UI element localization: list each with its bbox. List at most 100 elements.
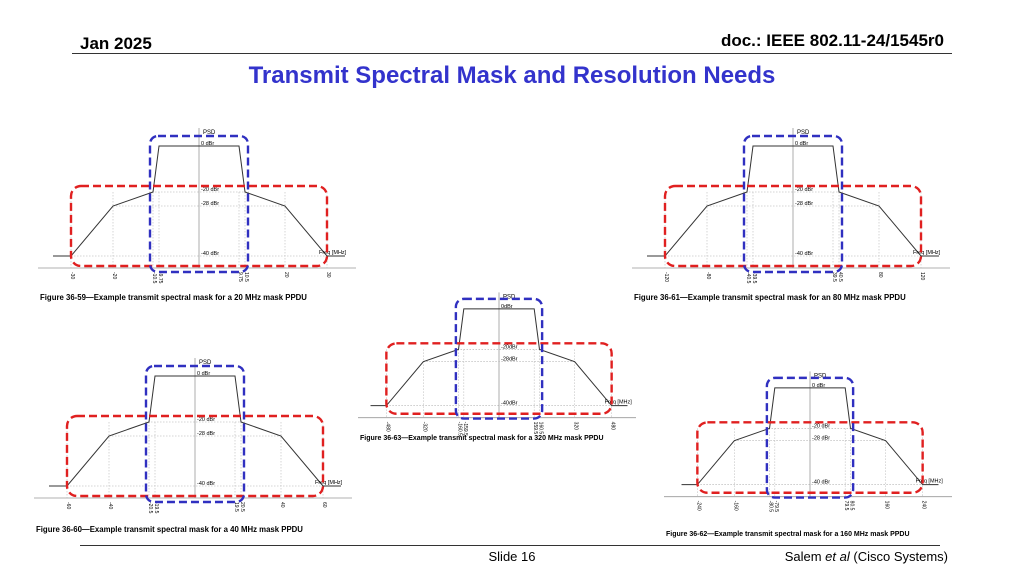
tick-label: 79.5 (843, 501, 849, 511)
level-label: -28dBr (501, 357, 518, 363)
freq-label: Freq [MHz] (913, 250, 941, 256)
tick-label: 30 (325, 272, 331, 278)
level-label: -40dBr (501, 401, 518, 407)
figure-160mhz: PSD 0 dBr -20 dBr -28 dBr -40 dBr Freq [MHz] -… (664, 371, 952, 538)
tick-label: -480 (384, 422, 390, 432)
tick-label: 159.5 (532, 422, 538, 435)
figure-caption: Figure 36-63—Example transmit spectral m… (360, 435, 604, 442)
tick-label: 240 (921, 501, 927, 510)
red-dashed-box (65, 414, 325, 498)
level-label: -20 dBr (795, 187, 813, 193)
level-label: -40 dBr (795, 251, 813, 257)
blue-dashed-box (454, 297, 544, 420)
figure-caption: Figure 36-59—Example transmit spectral m… (40, 293, 307, 302)
tick-label: 480 (610, 422, 616, 431)
tick-label: 80.5 (848, 501, 854, 511)
tick-label: -9.75 (157, 272, 163, 284)
tick-label: 20.5 (239, 502, 245, 512)
blue-dashed-box (742, 134, 844, 274)
tick-label: -160 (732, 501, 738, 511)
figure-caption: Figure 36-62—Example transmit spectral m… (666, 531, 910, 538)
level-label: -40 dBr (812, 480, 830, 486)
psd-label: PSD (814, 373, 827, 379)
level-label: 0 dBr (201, 141, 214, 147)
level-label: -20 dBr (812, 423, 830, 429)
level-label: -40 dBr (201, 251, 219, 257)
header-doc-id: doc.: IEEE 802.11-24/1545r0 (720, 31, 944, 50)
psd-label: PSD (199, 360, 212, 366)
tick-label: -160.5 (457, 422, 463, 436)
tick-label: -10.5 (151, 272, 157, 284)
tick-label: -39.5 (751, 272, 757, 284)
tick-label: 20 (283, 272, 289, 278)
tick-label: 160 (884, 501, 890, 510)
tick-label: 320 (573, 422, 579, 431)
figure-40mhz: PSD 0 dBr -20 dBr -28 dBr -40 dBr Freq [MHz] -… (34, 358, 352, 534)
figure-80mhz: PSD 0 dBr -20 dBr -28 dBr -40 dBr Freq [MHz] -… (632, 128, 950, 302)
slide-title: Transmit Spectral Mask and Resolution Ne… (248, 62, 776, 89)
level-label: -28 dBr (201, 201, 219, 207)
tick-label: -159.5 (462, 422, 468, 436)
freq-label: Freq [MHz] (605, 400, 633, 406)
tick-label: -19.5 (153, 502, 159, 514)
tick-label: 120 (919, 272, 925, 281)
tick-label: -240 (695, 501, 701, 511)
level-label: -20 dBr (201, 187, 219, 193)
red-dashed-box (663, 184, 923, 268)
tick-label: 60 (321, 502, 327, 508)
footer-slide-number: Slide 16 (488, 549, 536, 564)
freq-label: Freq [MHz] (916, 479, 944, 485)
level-label: -40 dBr (197, 481, 215, 487)
level-label: -28 dBr (197, 431, 215, 437)
tick-label: -320 (421, 422, 427, 432)
tick-label: -20.5 (147, 502, 153, 514)
mask-line (53, 145, 345, 257)
blue-dashed-box (765, 376, 855, 499)
red-dashed-box (385, 342, 613, 415)
level-label: 0 dBr (197, 371, 210, 377)
level-label: -28 dBr (812, 436, 830, 442)
psd-label: PSD (797, 130, 810, 136)
tick-label: -20 (111, 272, 117, 279)
tick-label: 40.5 (837, 272, 843, 282)
level-label: 0 dBr (795, 141, 808, 147)
tick-label: -79.5 (773, 501, 779, 513)
tick-label: -80.5 (768, 501, 774, 513)
figure-20mhz: PSD 0 dBr -20 dBr -28 dBr -40 dBr Freq [MHz] -… (38, 128, 356, 302)
mask-line (370, 308, 628, 407)
tick-label: 10.5 (243, 272, 249, 282)
tick-label: -120 (663, 272, 669, 282)
tick-label: 40 (279, 502, 285, 508)
freq-label: Freq [MHz] (319, 250, 347, 256)
tick-label: 160.5 (537, 422, 543, 435)
footer-author-etal: et al (825, 549, 850, 564)
mask-line (49, 375, 341, 487)
footer-rule (80, 545, 940, 546)
blue-dashed-box (144, 364, 246, 504)
footer-author: Salem et al (Cisco Systems) (785, 549, 948, 564)
level-label: 0 dBr (812, 383, 825, 389)
mask-line (681, 387, 939, 486)
level-label: -28 dBr (795, 201, 813, 207)
level-label: 0dBr (501, 304, 513, 310)
tick-label: 80 (877, 272, 883, 278)
blue-dashed-box (148, 134, 250, 274)
figure-320mhz: PSD 0dBr -20dBr -28dBr -40dBr Freq [MHz] -480 -… (358, 292, 636, 442)
tick-label: -40.5 (745, 272, 751, 284)
level-label: -20 dBr (197, 417, 215, 423)
tick-label: -60 (65, 502, 71, 509)
psd-label: PSD (203, 130, 216, 136)
tick-label: 9.75 (237, 272, 243, 282)
tick-label: 19.5 (233, 502, 239, 512)
header-rule (72, 53, 952, 54)
psd-label: PSD (503, 294, 516, 300)
tick-label: -30 (69, 272, 75, 279)
freq-label: Freq [MHz] (315, 480, 343, 486)
level-label: -20dBr (501, 344, 518, 350)
red-dashed-box (696, 421, 924, 494)
tick-label: -40 (107, 502, 113, 509)
figure-caption: Figure 36-61—Example transmit spectral m… (634, 293, 906, 302)
mask-line (647, 145, 939, 257)
footer-author-name: Salem (784, 549, 822, 564)
tick-label: 39.5 (831, 272, 837, 282)
